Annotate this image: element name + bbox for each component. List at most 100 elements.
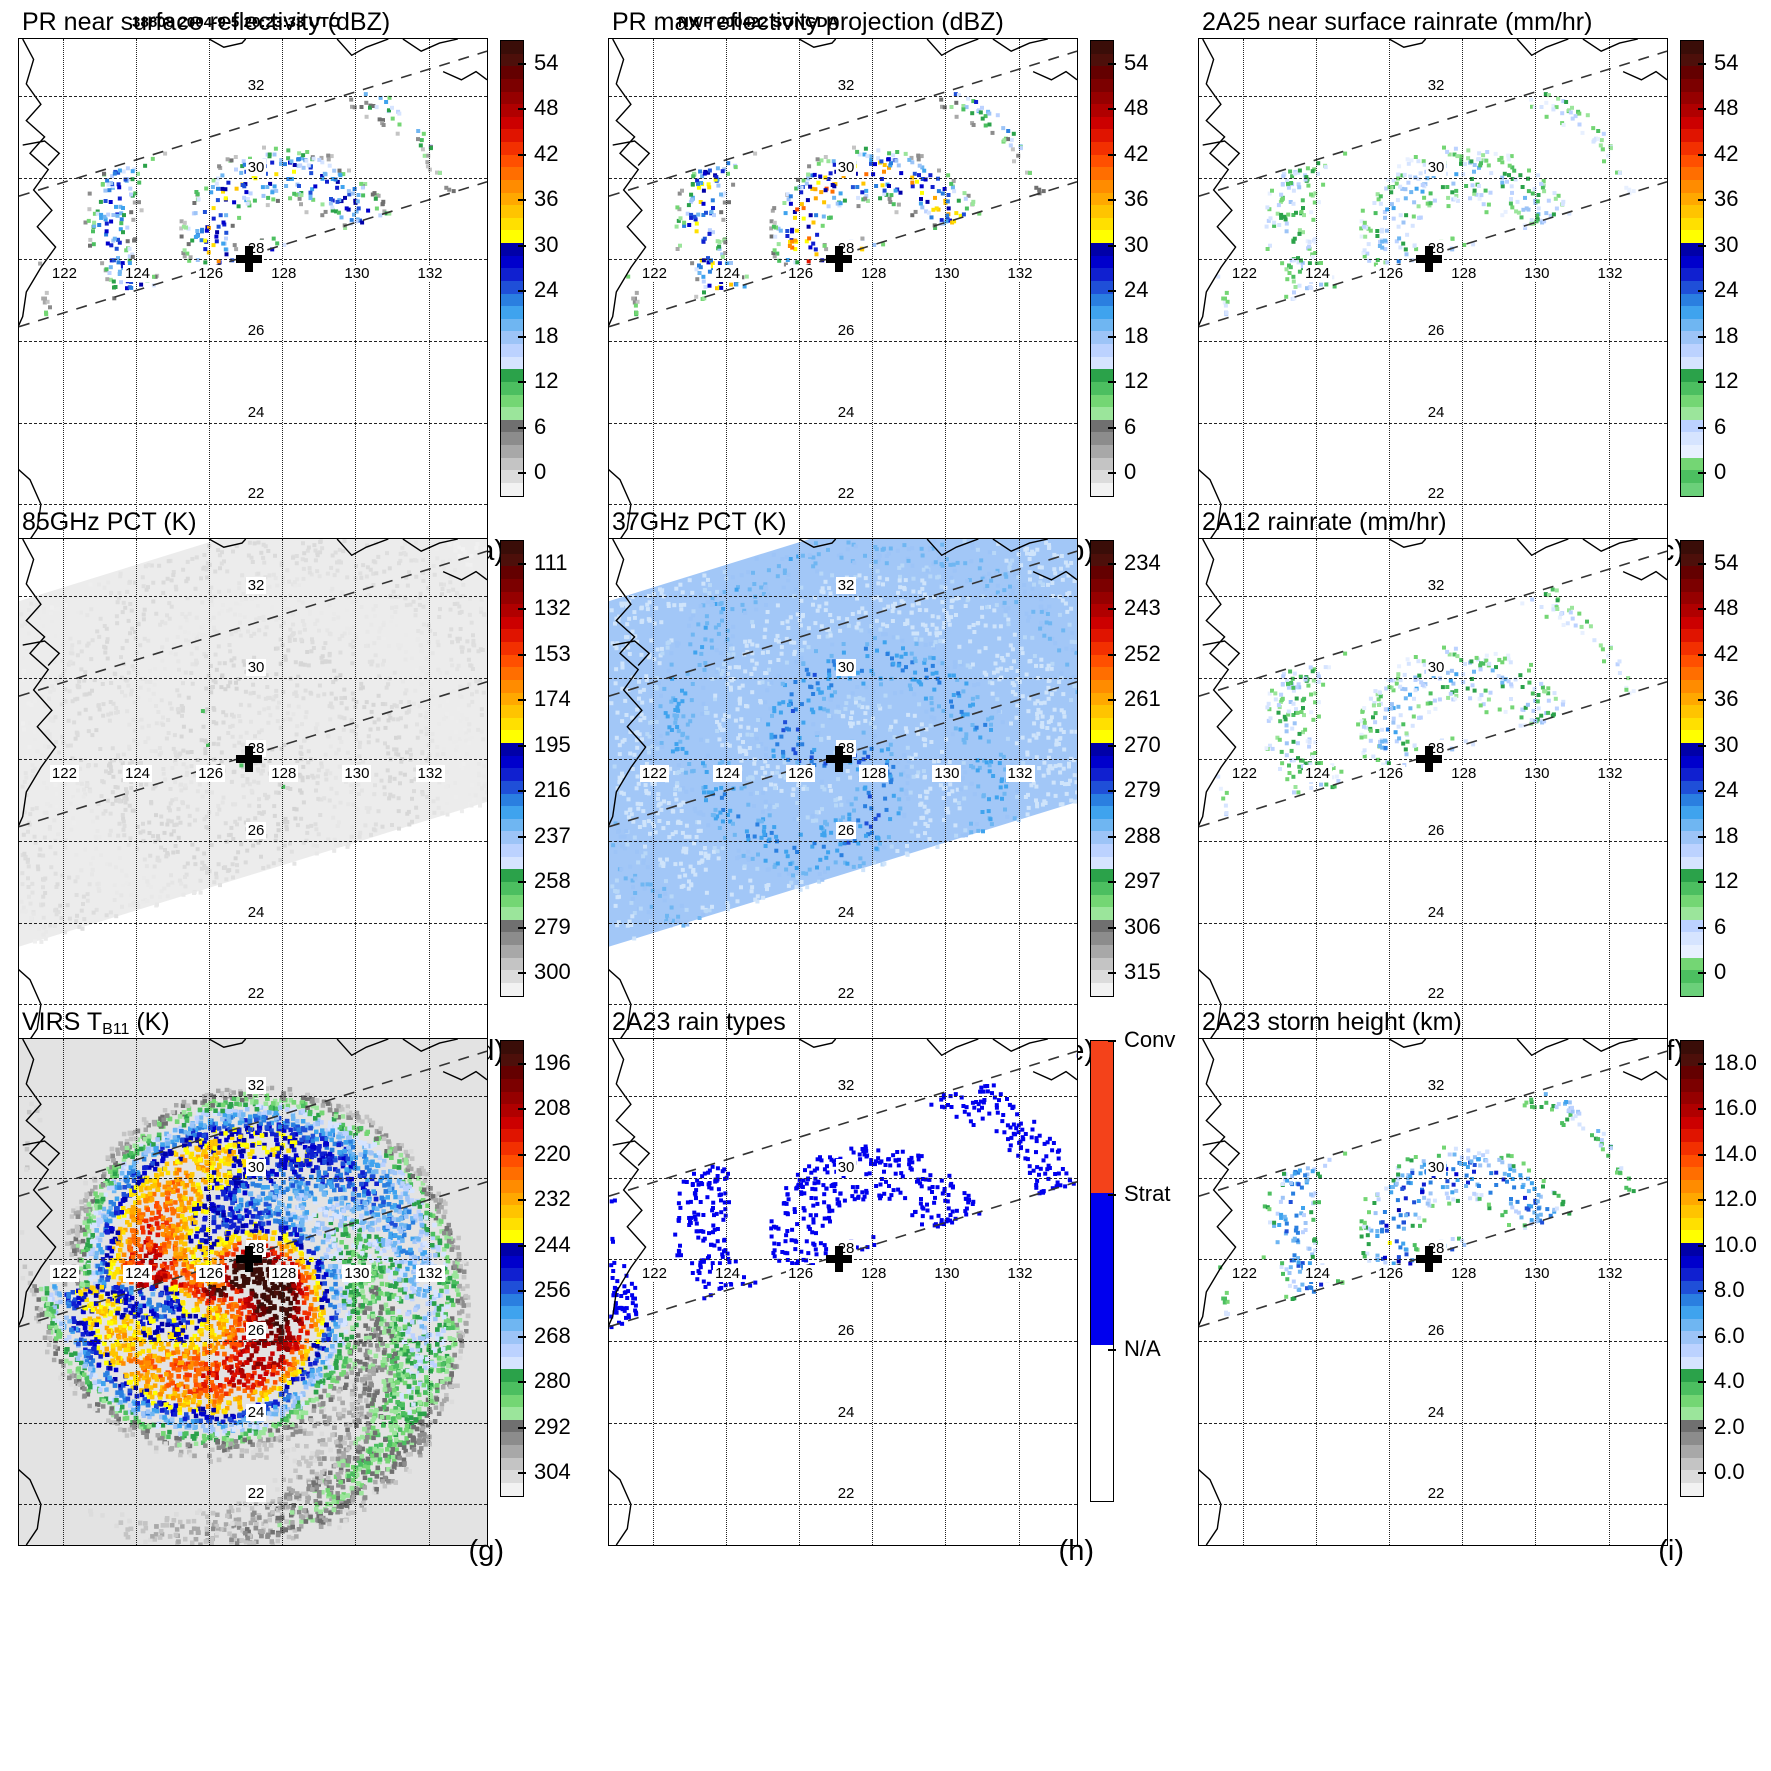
- lat-tick-label: 22: [245, 985, 267, 1003]
- colorbar-tick: [1698, 881, 1706, 884]
- colorbar-tick: [518, 926, 526, 929]
- colorbar-tick: [1108, 790, 1116, 793]
- lon-gridline: [355, 539, 357, 1045]
- colorbar-segment: [501, 419, 523, 433]
- lon-gridline: [1462, 539, 1464, 1045]
- colorbar-tick-label: 42: [534, 140, 559, 166]
- colorbar-tick-label: 232: [534, 1186, 571, 1212]
- colorbar-segment: [501, 154, 523, 168]
- lat-gridline: [1199, 1422, 1667, 1424]
- colorbar-segment: [501, 230, 523, 243]
- colorbar-segment: [1091, 104, 1113, 117]
- colorbar-segment: [1091, 982, 1113, 996]
- lat-tick-label: 30: [1425, 158, 1447, 176]
- lon-tick-label: 132: [1595, 265, 1625, 283]
- lon-gridline: [1316, 39, 1317, 545]
- colorbar-segment: [1681, 856, 1703, 870]
- colorbar-tick-label: 220: [534, 1140, 571, 1166]
- panel-h: 2A23 rain types 122 124 126 128 130 132 32 30 28 2…: [590, 1000, 1180, 1590]
- lon-tick-label: 132: [415, 265, 445, 283]
- colorbar-tick: [518, 608, 526, 611]
- colorbar-tick: [1698, 699, 1706, 702]
- colorbar-tick: [1108, 426, 1116, 429]
- colorbar-tick-label: 42: [1714, 140, 1739, 166]
- colorbar-segment: [1091, 255, 1113, 269]
- colorbar-tick-label: 48: [1124, 95, 1149, 121]
- colorbar-segment: [1091, 306, 1113, 319]
- colorbar-segment: [501, 919, 523, 933]
- lon-tick-label: 132: [415, 765, 445, 783]
- lat-gridline: [1199, 177, 1667, 179]
- lat-gridline: [1199, 1341, 1667, 1342]
- colorbar-tick-label: 6: [1124, 413, 1137, 439]
- colorbar-tick-label: 300: [534, 959, 571, 985]
- colorbar-segment: [501, 1432, 523, 1445]
- colorbar-segment: [501, 255, 523, 269]
- colorbar-segment: [1091, 578, 1113, 592]
- lat-tick-label: 26: [1425, 322, 1447, 339]
- storm-center-marker: [1416, 246, 1443, 273]
- lon-tick-label: 130: [1522, 1265, 1552, 1283]
- data-field: [1216, 587, 1636, 817]
- colorbar-segment: [1091, 553, 1113, 567]
- colorbar-segment: [1681, 432, 1703, 445]
- lon-gridline: [945, 539, 947, 1045]
- colorbar-segment: [501, 907, 523, 920]
- lat-tick-label: 30: [1425, 1158, 1447, 1176]
- colorbar-tick-label: 153: [534, 640, 571, 666]
- plot-area-i: 122 124 126 128 130 132 32 30 28 26 24 22: [1198, 1038, 1668, 1546]
- plot-area-d: 122 124 126 128 130 132 32 30 28 26 24 22: [18, 538, 488, 1046]
- plot-area-b: 122 124 126 128 130 132 32 30 28 26 24 22: [608, 38, 1078, 546]
- colorbar-tick-label: 261: [1124, 686, 1161, 712]
- lat-tick-label: 24: [1425, 403, 1447, 421]
- colorbar-segment: [1091, 41, 1113, 54]
- lon-gridline: [652, 539, 654, 1045]
- lon-gridline: [1535, 39, 1537, 545]
- lat-gridline: [19, 841, 487, 842]
- colorbar-segment: [501, 642, 523, 655]
- colorbar-segment: [1681, 881, 1703, 895]
- lon-tick-label: 132: [1005, 765, 1035, 783]
- lon-gridline: [1242, 1039, 1244, 1545]
- colorbar-segment: [501, 1179, 523, 1193]
- lon-tick-label: 122: [639, 265, 669, 283]
- colorbar-tick-label: 304: [534, 1459, 571, 1485]
- colorbar-segment: [1681, 1318, 1703, 1332]
- colorbar-tick-label: 132: [534, 595, 571, 621]
- colorbar-segment: [501, 881, 523, 895]
- panel-letter-h: (h): [1058, 1535, 1094, 1567]
- lat-tick-label: 22: [835, 485, 857, 503]
- lat-tick-label: 32: [835, 1077, 857, 1095]
- colorbar-segment: [1091, 230, 1113, 243]
- colorbar-tick: [518, 653, 526, 656]
- colorbar-tick: [1108, 835, 1116, 838]
- colorbar-segment: [501, 268, 523, 281]
- colorbar-tick-label: Strat: [1124, 1181, 1171, 1207]
- colorbar-segment: [501, 116, 523, 130]
- colorbar-segment: [1681, 743, 1703, 756]
- colorbar-segment: [501, 1104, 523, 1117]
- colorbar-tick: [518, 1381, 526, 1384]
- colorbar-tick: [1698, 472, 1706, 475]
- colorbar-a: [500, 40, 524, 497]
- panel-title-tail: (K): [129, 1008, 170, 1036]
- colorbar-tick: [1698, 153, 1706, 156]
- colorbar-segment: [1681, 457, 1703, 471]
- colorbar-segment: [1681, 1306, 1703, 1319]
- colorbar-segment: [1681, 806, 1703, 819]
- colorbar-segment: [501, 192, 523, 206]
- lat-tick-label: 32: [245, 577, 267, 595]
- colorbar-segment: [1091, 894, 1113, 908]
- data-field: [38, 92, 456, 317]
- colorbar-tick-label: 42: [1124, 140, 1149, 166]
- lon-tick-label: 128: [269, 265, 299, 283]
- lon-gridline: [872, 39, 874, 545]
- colorbar-tick-label: 8.0: [1714, 1277, 1745, 1303]
- lat-gridline: [1199, 504, 1667, 506]
- colorbar-tick: [1698, 244, 1706, 247]
- panel-title-c: 2A25 near surface rainrate (mm/hr): [1202, 8, 1593, 36]
- colorbar-segment: [1091, 1041, 1113, 1193]
- lon-tick-label: 130: [932, 1265, 962, 1283]
- lon-tick-label: 124: [123, 765, 153, 783]
- colorbar-segment: [501, 331, 523, 344]
